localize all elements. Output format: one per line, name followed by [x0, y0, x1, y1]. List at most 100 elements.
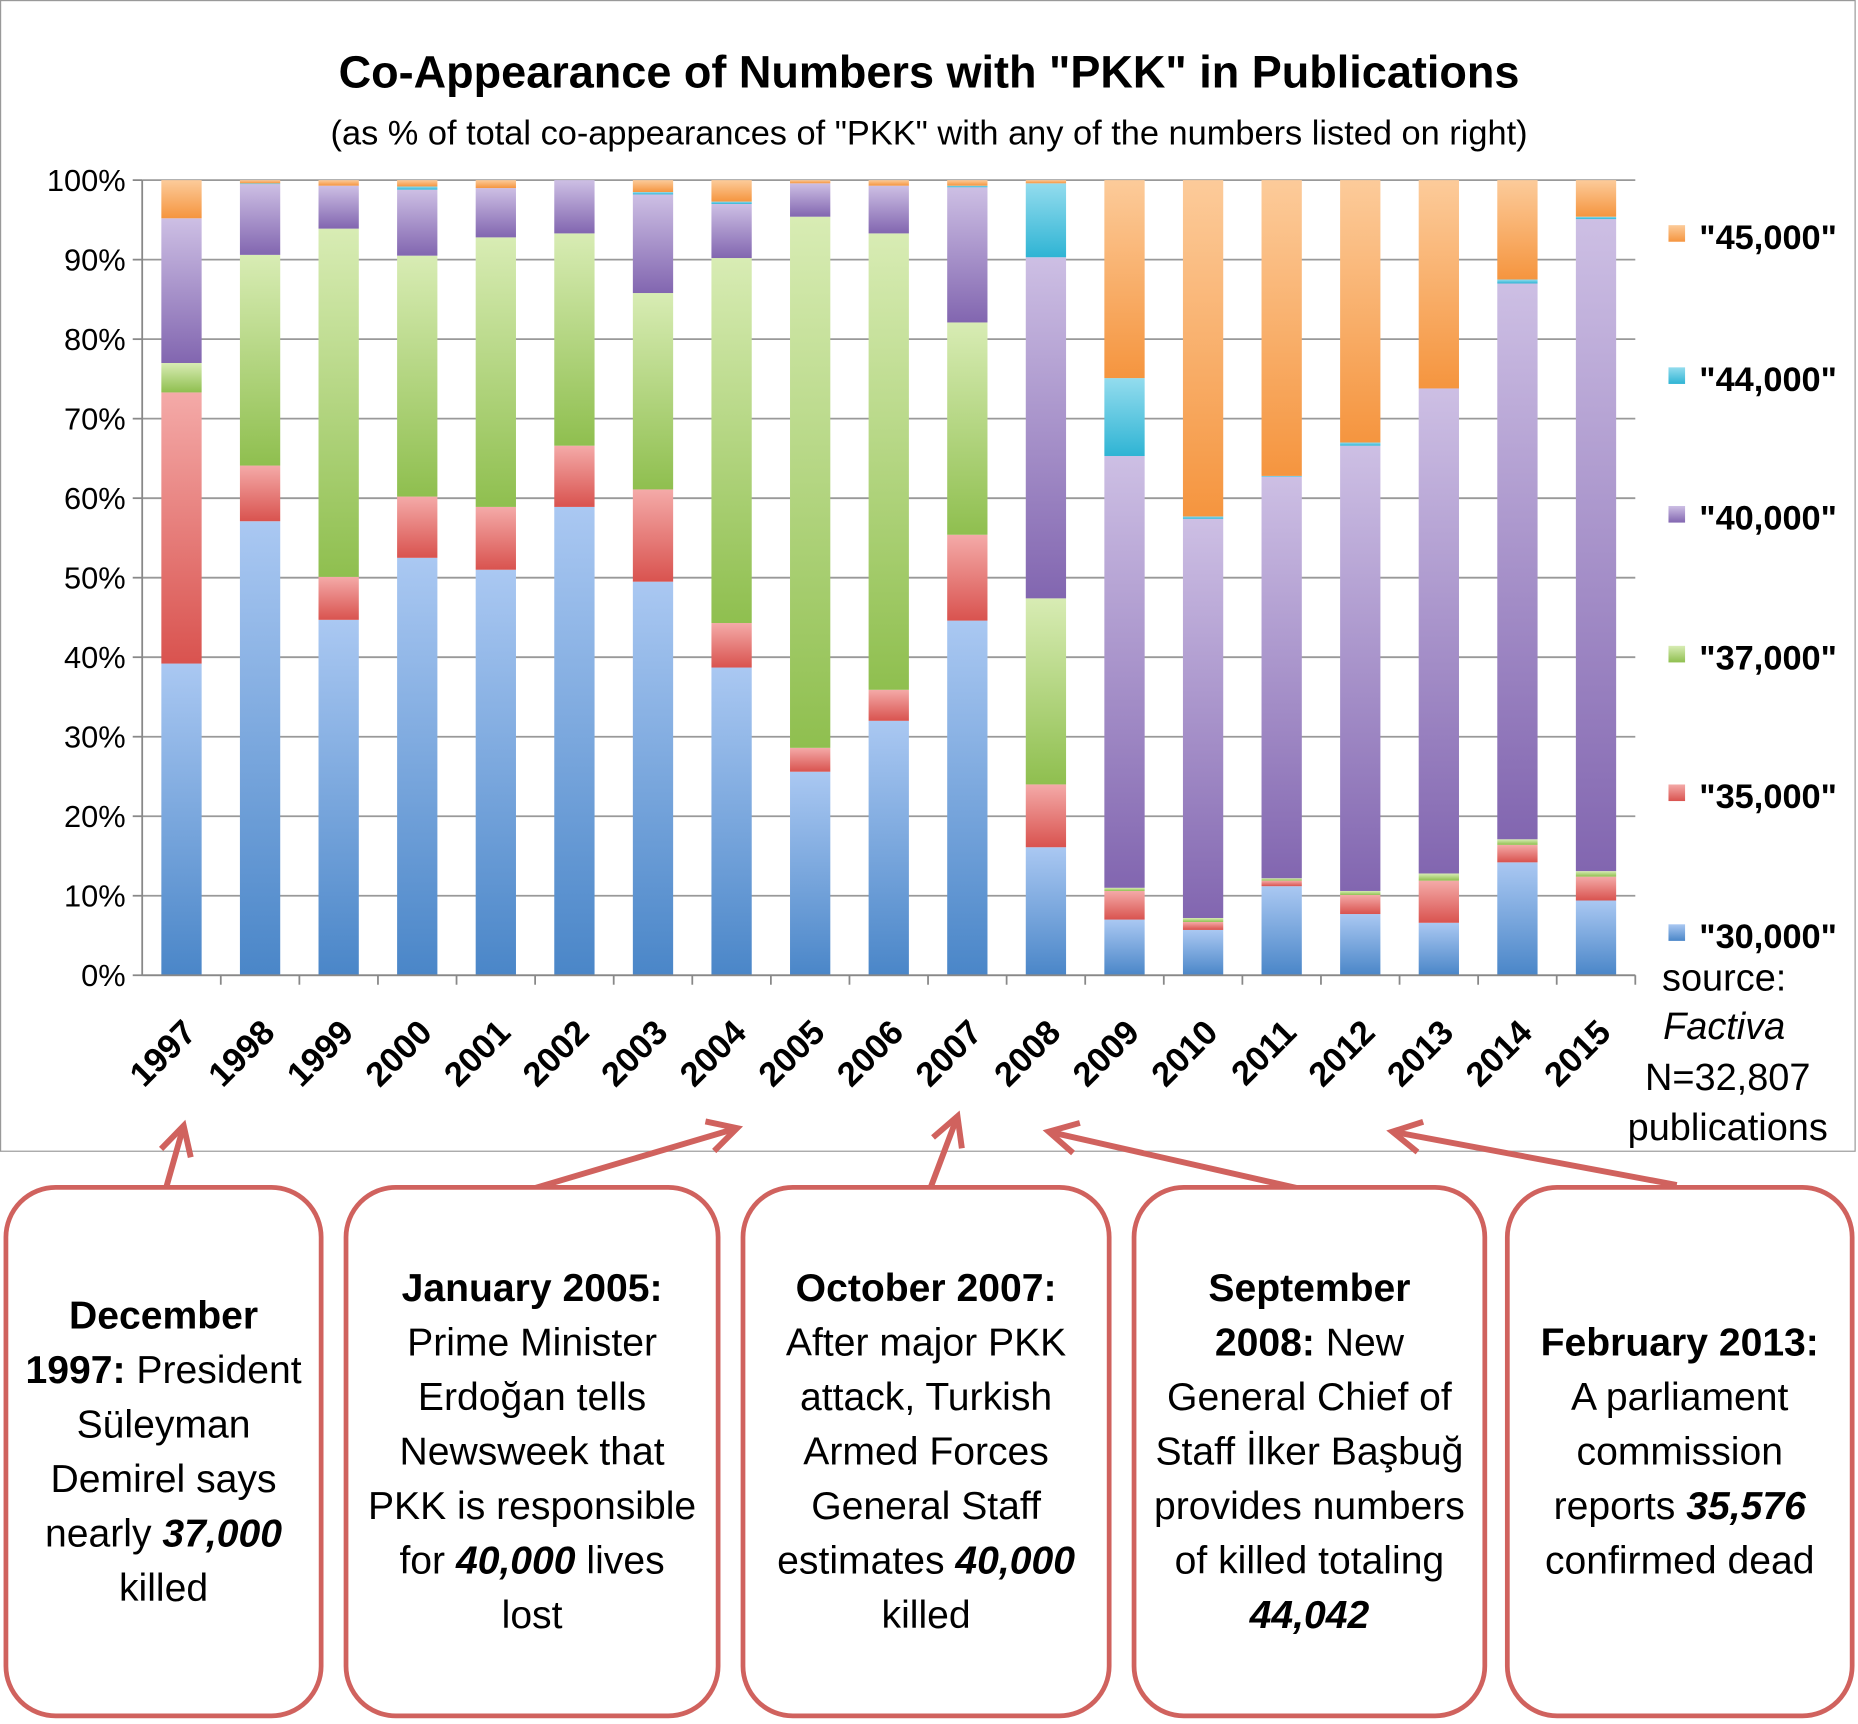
bar-segment-2001-2 [475, 237, 516, 507]
callout-heading: September 2008: [1208, 1265, 1411, 1364]
bar-segment-2002-0 [554, 506, 595, 976]
bar-segment-1998-3 [239, 184, 281, 255]
bar-segment-2015-2 [1575, 871, 1617, 877]
x-tick-label: 2013 [1380, 1013, 1461, 1094]
bar-segment-2001-1 [475, 506, 516, 570]
x-tick-label: 2001 [437, 1013, 518, 1094]
y-tick-label: 20% [64, 799, 126, 834]
bar-segment-2005-0 [790, 771, 831, 976]
callout-number: 40,000 [455, 1538, 576, 1582]
y-tick-label: 40% [64, 640, 126, 675]
bar-segment-1999-2 [318, 228, 359, 577]
x-tick-label: 2006 [830, 1013, 911, 1094]
bar-segment-2009-3 [1104, 456, 1145, 888]
bar-segment-1997-0 [161, 663, 202, 976]
bar-segment-2007-3 [947, 187, 988, 323]
bar-segment-2013-2 [1418, 873, 1459, 881]
x-tick-label: 2012 [1302, 1013, 1383, 1094]
x-tick-label: 2004 [673, 1013, 754, 1094]
callout-body: A parliament commission reports [1553, 1374, 1789, 1528]
bar-segment-2003-3 [632, 194, 674, 294]
bar-segment-2011-5 [1261, 180, 1302, 476]
y-tick-label: 30% [64, 719, 126, 754]
bar-segment-2012-2 [1340, 890, 1381, 895]
bar-segment-2007-0 [947, 620, 988, 976]
bar-segment-2015-5 [1575, 180, 1617, 217]
bar-segment-2004-1 [711, 623, 752, 668]
bar-segment-2014-4 [1497, 279, 1538, 284]
x-tick-label: 2007 [909, 1013, 990, 1094]
callout-heading: October 2007: [795, 1265, 1057, 1310]
bar-segment-2007-2 [947, 322, 988, 535]
bar-segment-1997-5 [161, 180, 202, 219]
bar-segment-2014-0 [1497, 862, 1538, 976]
bar-segment-2008-5 [1025, 180, 1067, 184]
callout-number: 44,042 [1249, 1592, 1370, 1637]
bar-segment-2014-1 [1497, 844, 1538, 863]
legend-swatch [1668, 645, 1686, 663]
bar-segment-2002-3 [554, 180, 595, 234]
bar-segment-2011-0 [1261, 886, 1302, 976]
bar-segment-2013-1 [1418, 880, 1459, 923]
callout-heading: December 1997: [25, 1292, 259, 1392]
chart-subtitle: (as % of total co-appearances of "PKK" w… [331, 115, 1528, 153]
source-unit: publications [1628, 1107, 1828, 1149]
x-tick-label: 2009 [1066, 1013, 1147, 1094]
bar-segment-2001-0 [475, 569, 516, 976]
bar-segment-2010-4 [1182, 516, 1224, 519]
bar-segment-2004-5 [711, 180, 752, 202]
bar-segment-2012-4 [1340, 442, 1381, 446]
callout-heading: February 2013: [1540, 1320, 1819, 1364]
bar-segment-2012-1 [1340, 894, 1381, 915]
bar-segment-2003-1 [632, 489, 674, 582]
bar-segment-2013-5 [1418, 180, 1459, 389]
source-label: source: [1662, 958, 1786, 1000]
bar-segment-2005-2 [790, 216, 831, 748]
bar-segment-2012-5 [1340, 180, 1381, 443]
callout-2005: January 2005: Prime Minister Erdoğan tel… [343, 1185, 721, 1719]
bar-segment-2000-1 [397, 496, 438, 558]
callout-2013: February 2013: A parliament commission r… [1504, 1185, 1855, 1719]
bar-segment-2004-3 [711, 203, 752, 259]
bar-segment-2015-1 [1575, 876, 1617, 901]
bar-segment-2011-2 [1261, 878, 1302, 881]
x-tick-label: 2010 [1144, 1013, 1225, 1094]
bar-segment-2002-1 [554, 445, 595, 507]
bar-segment-2008-1 [1025, 784, 1067, 848]
bar-segment-2004-4 [711, 201, 752, 204]
bar-segment-2014-5 [1497, 180, 1538, 280]
bar-segment-2000-2 [397, 255, 438, 497]
x-tick-label: 1999 [280, 1013, 361, 1094]
bar-segment-2006-1 [868, 689, 909, 721]
bar-segment-2000-0 [397, 557, 438, 976]
bar-segment-2006-0 [868, 720, 909, 976]
x-tick-label: 2002 [516, 1013, 597, 1094]
bar-segment-2010-3 [1182, 518, 1224, 919]
legend-swatch [1668, 924, 1686, 941]
bar-segment-2012-0 [1340, 914, 1381, 976]
y-tick-label: 50% [64, 560, 126, 595]
legend-swatch [1668, 367, 1686, 384]
y-tick-label: 0% [81, 958, 126, 993]
y-tick-label: 100% [47, 163, 126, 198]
bar-segment-2008-0 [1025, 847, 1067, 976]
bar-segment-2015-0 [1575, 900, 1617, 976]
callout-body: Prime Minister Erdoğan tells Newsweek th… [367, 1320, 697, 1582]
bar-segment-2007-4 [947, 185, 988, 188]
bar-segment-2002-2 [554, 233, 595, 446]
callout-number: 37,000 [162, 1510, 283, 1555]
bar-segment-2008-3 [1025, 257, 1067, 599]
callout-heading: January 2005: [401, 1265, 663, 1310]
bar-segment-2005-3 [790, 183, 831, 217]
y-tick-label: 10% [64, 878, 126, 913]
legend-swatch [1668, 225, 1686, 242]
bar-segment-1997-1 [161, 392, 202, 664]
bar-segment-2006-5 [868, 180, 909, 186]
callout-tail: killed [118, 1565, 209, 1610]
bar-segment-2011-4 [1261, 475, 1302, 477]
bar-segment-2001-3 [475, 188, 516, 238]
y-tick-label: 90% [64, 242, 126, 277]
legend-label: "40,000" [1699, 500, 1837, 538]
bar-segment-2003-5 [632, 180, 674, 193]
bar-segment-1998-0 [239, 521, 281, 976]
